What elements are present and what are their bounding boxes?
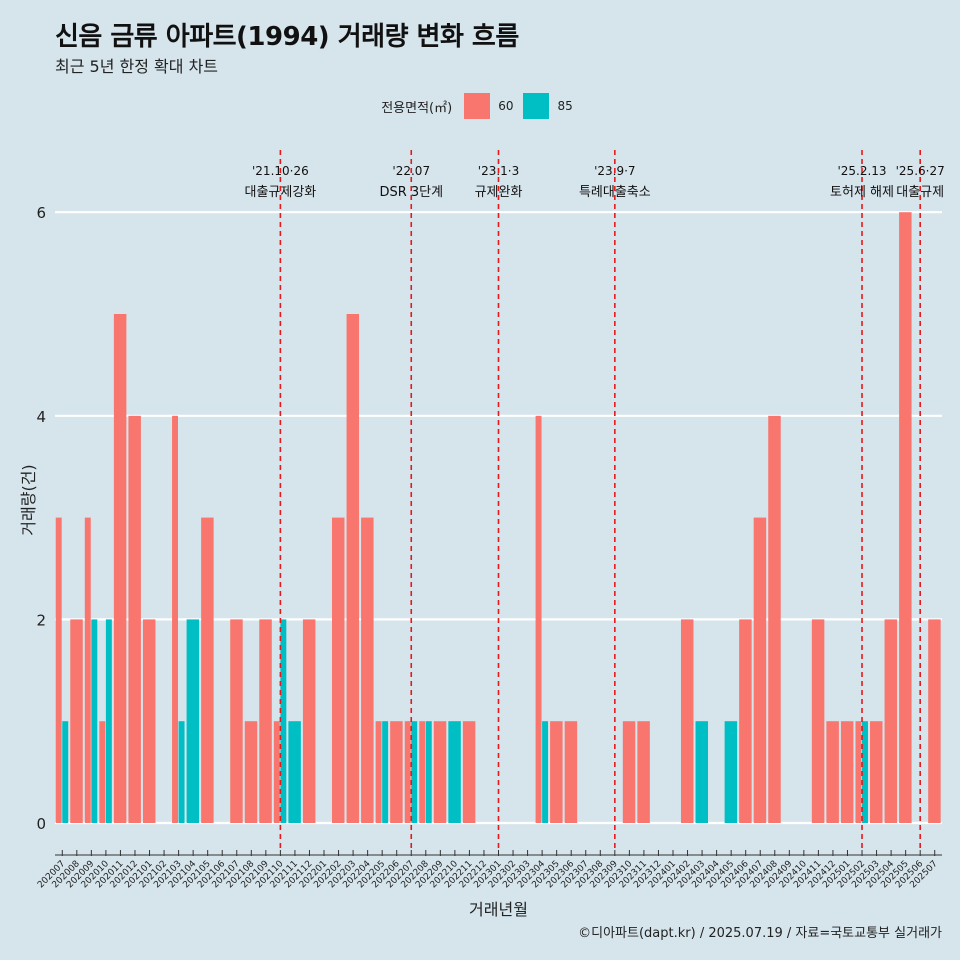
bar-202104-85: [186, 619, 200, 823]
bar-202306-60: [564, 721, 578, 823]
event-date-202301: '23.1·3: [478, 164, 519, 178]
bar-202402-60: [680, 619, 694, 823]
event-label-202207: DSR 3단계: [379, 185, 443, 200]
legend-label-60: 60: [498, 99, 514, 113]
bar-202505-60: [899, 212, 912, 823]
bar-202507-60: [928, 619, 941, 823]
y-axis-title: 거래량(건): [19, 464, 38, 535]
bar-202010-85: [105, 619, 112, 823]
event-date-202506: '25.6·27: [896, 164, 945, 178]
bar-202304-60: [535, 415, 542, 823]
bar-202007-60: [55, 517, 62, 823]
bar-202407-60: [753, 517, 767, 823]
event-label-202309: 특례대출축소: [579, 185, 651, 200]
event-label-202110: 대출규제강화: [245, 185, 317, 200]
bar-202205-85: [382, 721, 389, 823]
event-date-202207: '22.07: [392, 164, 430, 178]
event-label-202502: 토허제 해제: [830, 185, 894, 200]
bar-202101-60: [142, 619, 156, 823]
event-label-202301: 규제완화: [475, 185, 523, 200]
bar-202305-60: [550, 721, 563, 823]
event-date-202309: '23.9·7: [594, 164, 635, 178]
bar-202105-60: [201, 517, 214, 823]
bar-202304-85: [542, 721, 549, 823]
y-tick-label-4: 4: [36, 408, 46, 426]
bar-202406-60: [739, 619, 752, 823]
bar-202108-60: [244, 721, 258, 823]
footer-credit: ©디아파트(dapt.kr) / 2025.07.19 / 자료=국토교통부 실…: [578, 926, 942, 941]
bar-202103-85: [178, 721, 185, 823]
bar-202408-60: [768, 415, 781, 823]
bar-202007-85: [62, 721, 69, 823]
bar-202110-85: [280, 619, 287, 823]
y-tick-label-6: 6: [36, 204, 46, 222]
bar-202412-60: [826, 721, 839, 823]
bar-202010-60: [99, 721, 106, 823]
bar-202205-60: [375, 721, 382, 823]
bar-202209-60: [433, 721, 447, 823]
bar-202211-60: [462, 721, 476, 823]
event-date-202110: '21.10·26: [252, 164, 309, 178]
bar-202208-85: [425, 721, 432, 823]
bar-202204-60: [361, 517, 374, 823]
bar-202403-85: [695, 721, 709, 823]
legend: 전용면적(㎡) 60 85: [0, 93, 960, 119]
bar-202502-85: [862, 721, 868, 823]
bar-202311-60: [637, 721, 650, 823]
legend-title: 전용면적(㎡): [381, 100, 453, 116]
legend-swatch-85: [523, 93, 550, 119]
bar-202103-60: [172, 415, 178, 823]
bar-202107-60: [230, 619, 243, 823]
event-date-202502: '25.2.13: [837, 164, 886, 178]
bar-202009-60: [84, 517, 91, 823]
legend-swatch-60: [464, 93, 491, 119]
bar-202110-60: [273, 721, 280, 823]
event-label-202506: 대출규제: [896, 185, 944, 200]
bar-202109-60: [259, 619, 272, 823]
x-axis-title: 거래년월: [469, 900, 528, 919]
legend-item-85: 85: [523, 93, 578, 119]
bar-202111-85: [288, 721, 301, 823]
bar-202011-60: [113, 314, 127, 823]
bar-202411-60: [811, 619, 825, 823]
y-tick-label-2: 2: [36, 611, 46, 629]
bar-202501-60: [840, 721, 854, 823]
chart-subtitle: 최근 5년 한정 확대 차트: [55, 57, 219, 76]
bar-202503-60: [870, 721, 883, 823]
y-tick-label-0: 0: [36, 815, 46, 833]
bar-202405-85: [724, 721, 738, 823]
bar-202012-60: [128, 415, 141, 823]
legend-label-85: 85: [557, 99, 573, 113]
bar-202203-60: [346, 314, 360, 823]
bar-202207-85: [411, 721, 418, 823]
bar-202310-60: [622, 721, 636, 823]
bar-202206-60: [390, 721, 403, 823]
bar-202009-85: [91, 619, 98, 823]
bar-202008-60: [70, 619, 83, 823]
bar-202207-60: [404, 721, 411, 823]
bar-202502-60: [855, 721, 862, 823]
bar-202112-60: [302, 619, 316, 823]
bar-202208-60: [419, 721, 426, 823]
bar-202504-60: [884, 619, 898, 823]
bar-202210-85: [448, 721, 461, 823]
bar-202202-60: [332, 517, 345, 823]
chart-title: 신음 금류 아파트(1994) 거래량 변화 흐름: [55, 22, 519, 52]
legend-item-60: 60: [464, 93, 519, 119]
